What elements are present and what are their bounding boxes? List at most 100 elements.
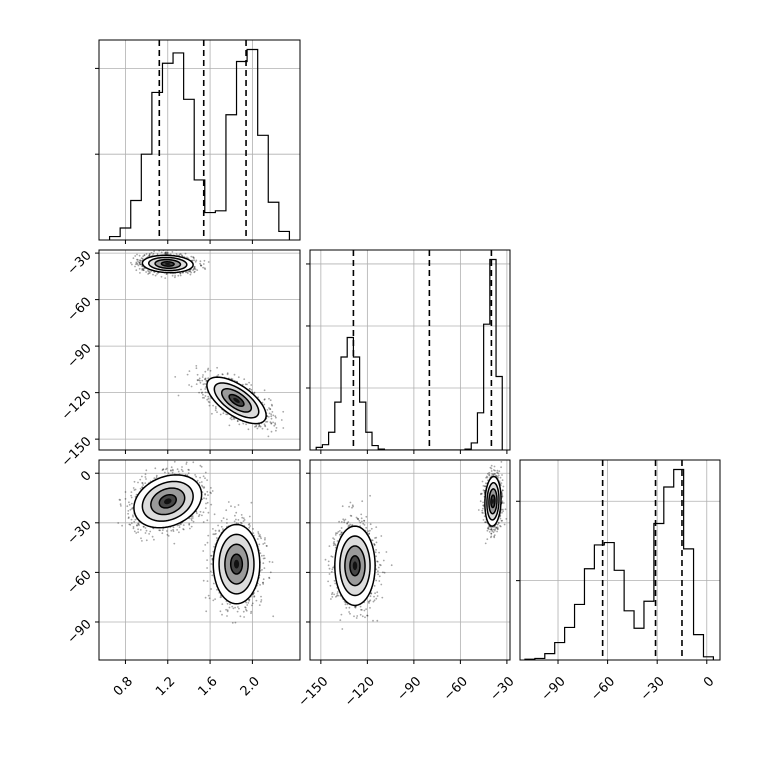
scatter-point [164, 251, 167, 254]
scatter-point [380, 583, 383, 586]
contour-panel-2-1 [334, 475, 502, 607]
scatter-point [215, 407, 217, 410]
scatter-point [373, 595, 375, 598]
scatter-point [144, 473, 147, 476]
scatter-point [383, 571, 386, 574]
scatter-point [253, 595, 256, 598]
scatter-point [195, 365, 198, 367]
scatter-point [479, 500, 482, 503]
scatter-point [195, 510, 198, 513]
scatter-point [266, 409, 269, 411]
scatter-point [172, 526, 175, 529]
scatter-point [204, 544, 207, 546]
scatter-point [234, 506, 236, 508]
scatter-point [336, 532, 339, 535]
scatter-point [174, 376, 177, 378]
scatter-point [145, 478, 147, 480]
scatter-point [197, 379, 200, 381]
scatter-point [494, 528, 497, 531]
scatter-point [374, 537, 376, 539]
scatter-point [262, 562, 265, 565]
scatter-point [282, 410, 285, 413]
scatter-point [268, 407, 270, 409]
scatter-point [501, 500, 504, 503]
scatter-point [263, 423, 266, 426]
scatter-point [209, 570, 212, 573]
scatter-point [206, 559, 209, 561]
scatter-point [349, 612, 351, 615]
histogram-step-2 [524, 468, 714, 660]
scatter-point [274, 423, 277, 426]
scatter-point [490, 535, 493, 538]
scatter-point [134, 488, 137, 491]
scatter-point [188, 522, 191, 525]
scatter-point [153, 250, 156, 253]
scatter-point [342, 518, 345, 521]
scatter-point [378, 551, 380, 554]
scatter-point [165, 251, 167, 254]
contour-line [150, 487, 186, 516]
scatter-point [365, 526, 368, 529]
scatter-point [364, 616, 366, 619]
scatter-point [330, 598, 332, 600]
scatter-point [216, 588, 218, 591]
scatter-point [137, 531, 140, 534]
histogram-step-0 [108, 48, 291, 240]
scatter-point [202, 374, 204, 376]
scatter-point [210, 492, 212, 495]
scatter-point [270, 422, 273, 425]
scatter-point [369, 494, 371, 497]
scatter-point [204, 370, 207, 373]
scatter-point [373, 543, 376, 546]
scatter-point [251, 604, 253, 607]
scatter-point [141, 475, 143, 478]
scatter-point [176, 524, 179, 527]
scatter-point [211, 412, 213, 415]
scatter-point [136, 258, 139, 261]
scatter-point [231, 378, 234, 380]
scatter-point [207, 534, 210, 537]
scatter-point [206, 519, 209, 522]
scatter-point [136, 262, 138, 265]
scatter-point [477, 509, 480, 511]
scatter-point [361, 500, 364, 503]
scatter-point [378, 575, 381, 578]
scatter-point [143, 267, 146, 269]
scatter-point [369, 595, 372, 598]
scatter-point [483, 515, 486, 518]
scatter-point [221, 373, 224, 376]
scatter-point [348, 611, 350, 613]
scatter-point [363, 520, 366, 522]
scatter-point [199, 262, 202, 265]
scatter-point [234, 514, 236, 517]
scatter-point [215, 532, 217, 535]
scatter-point [238, 423, 241, 426]
scatter-point [136, 524, 138, 526]
scatter-point [187, 270, 190, 273]
scatter-point [194, 260, 197, 263]
scatter-point [164, 252, 166, 255]
scatter-point [369, 523, 372, 526]
scatter-point [367, 530, 370, 532]
scatter-point [346, 603, 349, 606]
scatter-point [275, 429, 277, 432]
histogram-2 [524, 460, 714, 660]
scatter-point [186, 474, 189, 476]
density-level [164, 498, 172, 505]
scatter-point [193, 270, 196, 273]
scatter-point [222, 412, 225, 415]
scatter-point [212, 404, 215, 407]
scatter-point [156, 253, 159, 255]
scatter-point [192, 268, 195, 271]
scatter-point [337, 594, 340, 597]
scatter-point [361, 615, 364, 618]
scatter-point [228, 606, 231, 609]
scatter-point [178, 531, 180, 534]
scatter-point [232, 418, 235, 420]
scatter-point [137, 264, 140, 267]
scatter-point [142, 269, 145, 271]
scatter-point [233, 520, 236, 523]
scatter-point [497, 472, 499, 475]
scatter-point [179, 272, 182, 275]
scatter-point [239, 615, 242, 618]
